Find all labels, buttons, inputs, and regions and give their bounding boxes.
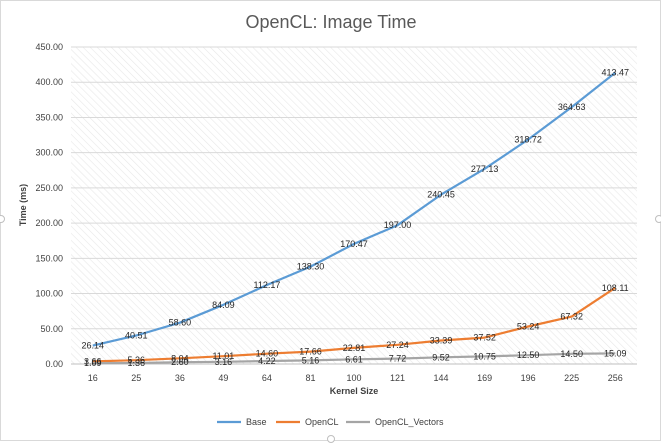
- data-label: 6.61: [345, 354, 363, 364]
- data-label: 58.60: [169, 318, 192, 328]
- y-axis-ticks: 0.00 50.00 100.00 150.00 200.00 250.00 300.00 3…: [35, 42, 63, 369]
- x-tick-label: 225: [564, 373, 579, 383]
- data-label: 318.72: [514, 134, 542, 144]
- x-tick-label: 121: [390, 373, 405, 383]
- y-tick-label: 150.00: [35, 253, 63, 263]
- y-tick-label: 50.00: [40, 324, 63, 334]
- x-tick-label: 196: [521, 373, 536, 383]
- data-label: 1.09: [84, 358, 102, 368]
- resize-handle-bottom[interactable]: [327, 435, 335, 443]
- x-tick-label: 49: [218, 373, 228, 383]
- resize-handle-left[interactable]: [0, 215, 5, 223]
- resize-handle-right[interactable]: [655, 215, 661, 223]
- data-label: 197.00: [384, 220, 412, 230]
- series-lines: [92, 71, 616, 365]
- data-label: 413.47: [601, 68, 629, 78]
- x-tick-label: 144: [434, 373, 449, 383]
- data-label: 240.45: [427, 190, 455, 200]
- x-tick-label: 36: [175, 373, 185, 383]
- data-label: 108.11: [602, 283, 629, 293]
- y-tick-label: 400.00: [35, 77, 63, 87]
- data-label: 15.09: [604, 348, 627, 358]
- y-tick-label: 100.00: [35, 289, 63, 299]
- data-label: 33.39: [430, 335, 453, 345]
- data-label: 277.13: [471, 164, 499, 174]
- x-tick-label: 16: [88, 373, 98, 383]
- data-label: 26.14: [82, 341, 105, 351]
- gridlines: [71, 46, 637, 365]
- y-tick-label: 250.00: [35, 183, 63, 193]
- y-axis-title: Time (ms): [18, 184, 28, 226]
- data-label: 2.60: [171, 357, 189, 367]
- data-label: 138.30: [297, 262, 325, 272]
- x-tick-label: 256: [608, 373, 623, 383]
- data-label: 37.52: [473, 333, 496, 343]
- data-label: 14.60: [256, 349, 279, 359]
- series-line-base[interactable]: [92, 71, 616, 347]
- data-label: 364.63: [558, 102, 586, 112]
- data-label: 12.50: [517, 350, 540, 360]
- data-label: 112.17: [253, 280, 280, 290]
- data-label: 40.51: [125, 330, 148, 340]
- data-label: 3.16: [215, 357, 233, 367]
- x-tick-label: 25: [131, 373, 141, 383]
- chart-title: OpenCL: Image Time: [245, 12, 416, 32]
- x-tick-label: 81: [305, 373, 315, 383]
- data-label: 1.36: [128, 358, 146, 368]
- x-tick-label: 100: [346, 373, 361, 383]
- data-label: 53.24: [517, 321, 540, 331]
- data-label: 17.66: [299, 347, 322, 357]
- data-label: 9.52: [432, 352, 450, 362]
- y-tick-label: 450.00: [35, 42, 63, 52]
- y-tick-label: 0.00: [45, 359, 63, 369]
- data-label: 8.04: [171, 353, 189, 363]
- data-label: 5.36: [128, 355, 146, 365]
- data-label: 4.22: [258, 356, 276, 366]
- legend-entry: OpenCL: [305, 417, 339, 427]
- x-axis-ticks: 16 25 36 49 64 81 100 121 144 169 196 225 256: [88, 373, 623, 383]
- series-line-opencl[interactable]: [92, 286, 616, 363]
- data-labels: 26.14 40.51 58.60 84.09 112.17 138.30 170.47 19…: [82, 68, 629, 368]
- x-tick-label: 169: [477, 373, 492, 383]
- data-label: 5.16: [302, 355, 320, 365]
- legend-entry: OpenCL_Vectors: [375, 417, 444, 427]
- data-label: 3.66: [84, 356, 102, 366]
- data-label: 84.09: [212, 300, 235, 310]
- y-tick-label: 350.00: [35, 112, 63, 122]
- x-axis-title: Kernel Size: [330, 386, 379, 396]
- plot-area: [71, 47, 637, 364]
- data-label: 14.50: [560, 349, 583, 359]
- data-label: 11.01: [212, 351, 234, 361]
- series-line-opencl-vectors[interactable]: [92, 352, 616, 365]
- data-label: 170.47: [340, 239, 368, 249]
- data-label: 7.72: [389, 354, 407, 364]
- legend-entry: Base: [246, 417, 267, 427]
- data-label: 67.32: [560, 312, 583, 322]
- y-tick-label: 300.00: [35, 148, 63, 158]
- legend: Base OpenCL OpenCL_Vectors: [217, 417, 444, 427]
- data-label: 27.24: [386, 340, 409, 350]
- x-tick-label: 64: [262, 373, 272, 383]
- y-tick-label: 200.00: [35, 218, 63, 228]
- data-label: 10.75: [473, 351, 496, 361]
- data-label: 22.81: [343, 343, 366, 353]
